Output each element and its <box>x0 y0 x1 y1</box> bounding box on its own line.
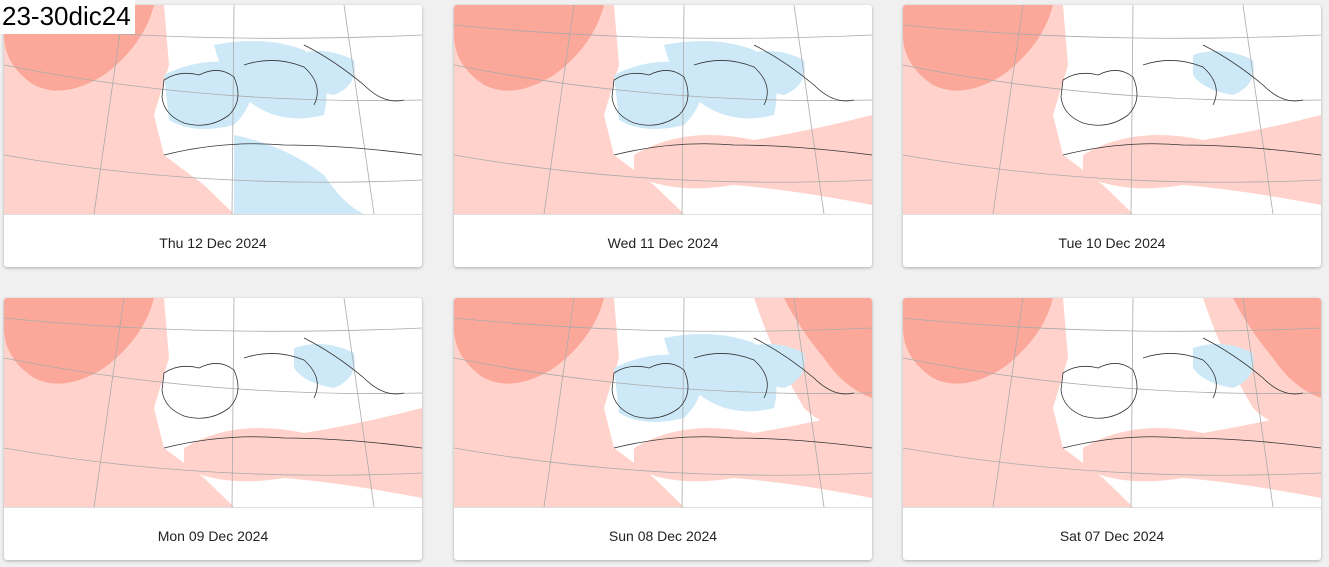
forecast-card[interactable]: Wed 11 Dec 2024 <box>454 5 872 267</box>
forecast-date-label: Sun 08 Dec 2024 <box>454 507 872 560</box>
anomaly-map <box>903 5 1321 214</box>
coastline <box>161 337 422 449</box>
hot-anomaly-atlantic <box>454 298 604 384</box>
forecast-map-image[interactable] <box>4 5 422 214</box>
anomaly-map <box>4 5 422 214</box>
forecast-date-label: Mon 09 Dec 2024 <box>4 507 422 560</box>
hot-anomaly-region-east <box>784 298 872 398</box>
warm-anomaly-region <box>1083 115 1321 205</box>
warm-anomaly-region <box>634 115 872 205</box>
anomaly-map <box>4 298 422 507</box>
forecast-map-image[interactable] <box>903 298 1321 507</box>
coastline <box>611 44 872 156</box>
graticule <box>454 298 872 507</box>
forecast-date-label: Thu 12 Dec 2024 <box>4 214 422 267</box>
warm-anomaly-region <box>634 408 872 498</box>
graticule <box>903 5 1321 214</box>
hot-anomaly-atlantic <box>454 5 604 91</box>
graticule <box>4 298 422 507</box>
cold-anomaly-balkans <box>1193 51 1254 95</box>
forecast-map-image[interactable] <box>454 5 872 214</box>
forecast-map-image[interactable] <box>4 298 422 507</box>
forecast-card[interactable]: Thu 12 Dec 2024 <box>4 5 422 267</box>
forecast-date-label: Sat 07 Dec 2024 <box>903 507 1321 560</box>
warm-anomaly-region <box>184 408 422 498</box>
forecast-date-label: Tue 10 Dec 2024 <box>903 214 1321 267</box>
coastline <box>1060 337 1321 449</box>
forecast-date-label: Wed 11 Dec 2024 <box>454 214 872 267</box>
forecast-map-image[interactable] <box>454 298 872 507</box>
forecast-map-image[interactable] <box>903 5 1321 214</box>
anomaly-map <box>454 5 872 214</box>
cold-anomaly-balkans <box>294 344 355 388</box>
cold-anomaly-africa <box>234 135 364 214</box>
graticule <box>903 298 1321 507</box>
hot-anomaly-region-east <box>1233 298 1321 398</box>
graticule <box>454 5 872 214</box>
forecast-card[interactable]: Tue 10 Dec 2024 <box>903 5 1321 267</box>
forecast-card[interactable]: Sun 08 Dec 2024 <box>454 298 872 560</box>
hot-anomaly-atlantic <box>903 298 1053 384</box>
hot-anomaly-atlantic <box>4 298 154 384</box>
cold-anomaly-balkans <box>1193 344 1254 388</box>
anomaly-map <box>454 298 872 507</box>
warm-anomaly-region <box>1083 408 1321 498</box>
coastline <box>1060 44 1321 156</box>
anomaly-map <box>903 298 1321 507</box>
overlay-label: 23-30dic24 <box>0 0 135 34</box>
forecast-card[interactable]: Sat 07 Dec 2024 <box>903 298 1321 560</box>
coastline <box>161 44 422 156</box>
forecast-card[interactable]: Mon 09 Dec 2024 <box>4 298 422 560</box>
hot-anomaly-atlantic <box>903 5 1053 91</box>
coastline <box>611 337 872 449</box>
